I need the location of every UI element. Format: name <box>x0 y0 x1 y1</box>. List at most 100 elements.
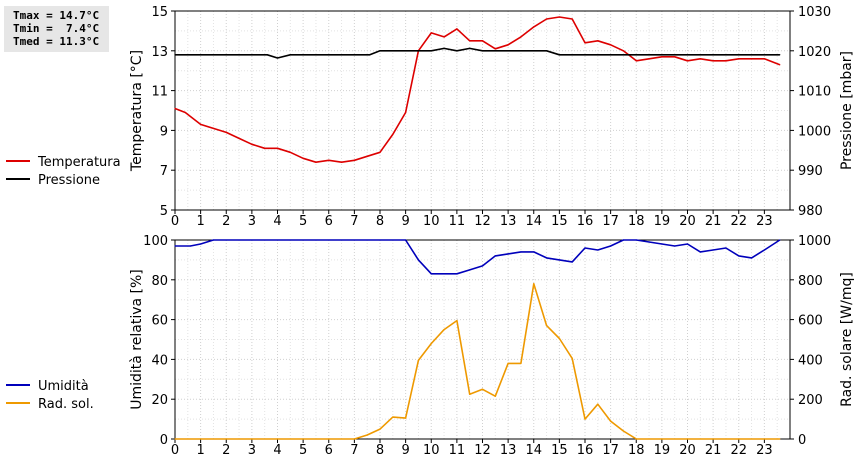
data-point <box>302 157 304 159</box>
x-tick-label: 6 <box>325 214 333 229</box>
data-point <box>779 64 781 66</box>
x-tick-label: 17 <box>602 214 619 229</box>
y2-tick-label: 990 <box>798 164 823 179</box>
y-tick-label: 13 <box>151 45 168 60</box>
x-tick-label: 17 <box>602 443 619 458</box>
data-point <box>520 251 522 253</box>
data-point <box>520 362 522 364</box>
data-point <box>417 359 420 361</box>
x-tick-label: 15 <box>551 214 568 229</box>
x-tick-label: 21 <box>705 214 722 229</box>
data-point <box>635 239 637 241</box>
y2-axis-label: Pressione [mbar] <box>839 51 855 170</box>
x-tick-label: 3 <box>248 214 256 229</box>
data-point <box>725 60 727 62</box>
x-tick-label: 18 <box>628 214 645 229</box>
data-point <box>597 40 599 42</box>
x-tick-label: 7 <box>350 443 358 458</box>
data-point <box>558 16 560 18</box>
series-line-1 <box>175 282 780 440</box>
y2-tick-label: 1010 <box>798 85 831 100</box>
y2-tick-label: 0 <box>798 433 806 448</box>
y-tick-label: 5 <box>160 204 168 219</box>
data-point <box>430 50 432 52</box>
data-point <box>610 245 612 247</box>
data-point <box>200 243 202 245</box>
y-tick-label: 9 <box>160 124 168 139</box>
data-point <box>366 155 368 157</box>
data-point <box>417 259 420 261</box>
data-point <box>545 257 548 259</box>
x-tick-label: 2 <box>222 443 230 458</box>
data-point <box>456 28 458 30</box>
x-tick-label: 23 <box>756 214 773 229</box>
legend-label: Pressione <box>38 173 100 188</box>
x-tick-label: 7 <box>350 214 358 229</box>
data-point <box>507 44 509 46</box>
x-tick-label: 4 <box>273 443 281 458</box>
x-tick-label: 1 <box>196 443 204 458</box>
data-point <box>481 40 484 42</box>
data-point <box>571 261 573 263</box>
data-point <box>266 54 268 56</box>
data-point <box>494 48 496 50</box>
data-point <box>238 137 240 139</box>
data-point <box>212 127 215 130</box>
data-point <box>558 259 560 261</box>
data-point <box>469 47 471 50</box>
data-point <box>661 243 663 245</box>
data-point <box>622 430 625 432</box>
data-point <box>251 143 253 145</box>
x-tick-label: 12 <box>474 443 491 458</box>
x-tick-label: 0 <box>171 214 179 229</box>
data-point <box>456 50 458 52</box>
data-point <box>289 54 291 56</box>
data-point <box>379 428 381 430</box>
data-point <box>212 239 215 241</box>
data-point <box>558 337 560 340</box>
x-tick-label: 9 <box>401 443 409 458</box>
data-point <box>545 50 548 52</box>
data-point <box>353 438 355 440</box>
data-point <box>622 50 625 52</box>
data-point <box>392 416 394 418</box>
data-point <box>661 56 663 58</box>
x-tick-label: 0 <box>171 443 179 458</box>
data-point <box>405 239 407 241</box>
y2-tick-label: 1000 <box>798 124 831 139</box>
data-point <box>276 147 279 149</box>
tmed-text: Tmed = 11.3°C <box>13 35 100 48</box>
x-tick-label: 18 <box>628 443 645 458</box>
x-tick-label: 1 <box>196 214 204 229</box>
data-point <box>494 395 496 397</box>
data-point <box>779 438 781 440</box>
data-point <box>545 324 548 327</box>
x-tick-label: 4 <box>273 214 281 229</box>
data-point <box>597 403 599 405</box>
data-point <box>430 32 432 34</box>
data-point <box>507 253 509 255</box>
data-point <box>507 362 509 364</box>
x-tick-label: 10 <box>423 214 440 229</box>
data-point <box>571 357 573 360</box>
x-tick-label: 21 <box>705 443 722 458</box>
data-point <box>763 249 765 251</box>
y-tick-label: 11 <box>151 85 168 100</box>
data-point <box>340 161 343 163</box>
data-point <box>379 50 381 52</box>
x-tick-label: 6 <box>325 443 333 458</box>
data-point <box>366 434 368 436</box>
y-tick-label: 80 <box>151 274 168 289</box>
x-tick-label: 5 <box>299 443 307 458</box>
data-point <box>584 247 586 249</box>
x-tick-label: 15 <box>551 443 568 458</box>
data-point <box>686 243 689 245</box>
data-point <box>456 273 458 275</box>
data-point <box>469 40 471 42</box>
data-point <box>289 151 291 153</box>
series-line-0 <box>174 16 781 163</box>
stats-box: Tmax = 14.7°C Tmin = 7.4°C Tmed = 11.3°C <box>4 6 109 52</box>
y2-tick-label: 800 <box>798 274 823 289</box>
data-point <box>405 111 407 114</box>
data-point <box>443 328 445 331</box>
